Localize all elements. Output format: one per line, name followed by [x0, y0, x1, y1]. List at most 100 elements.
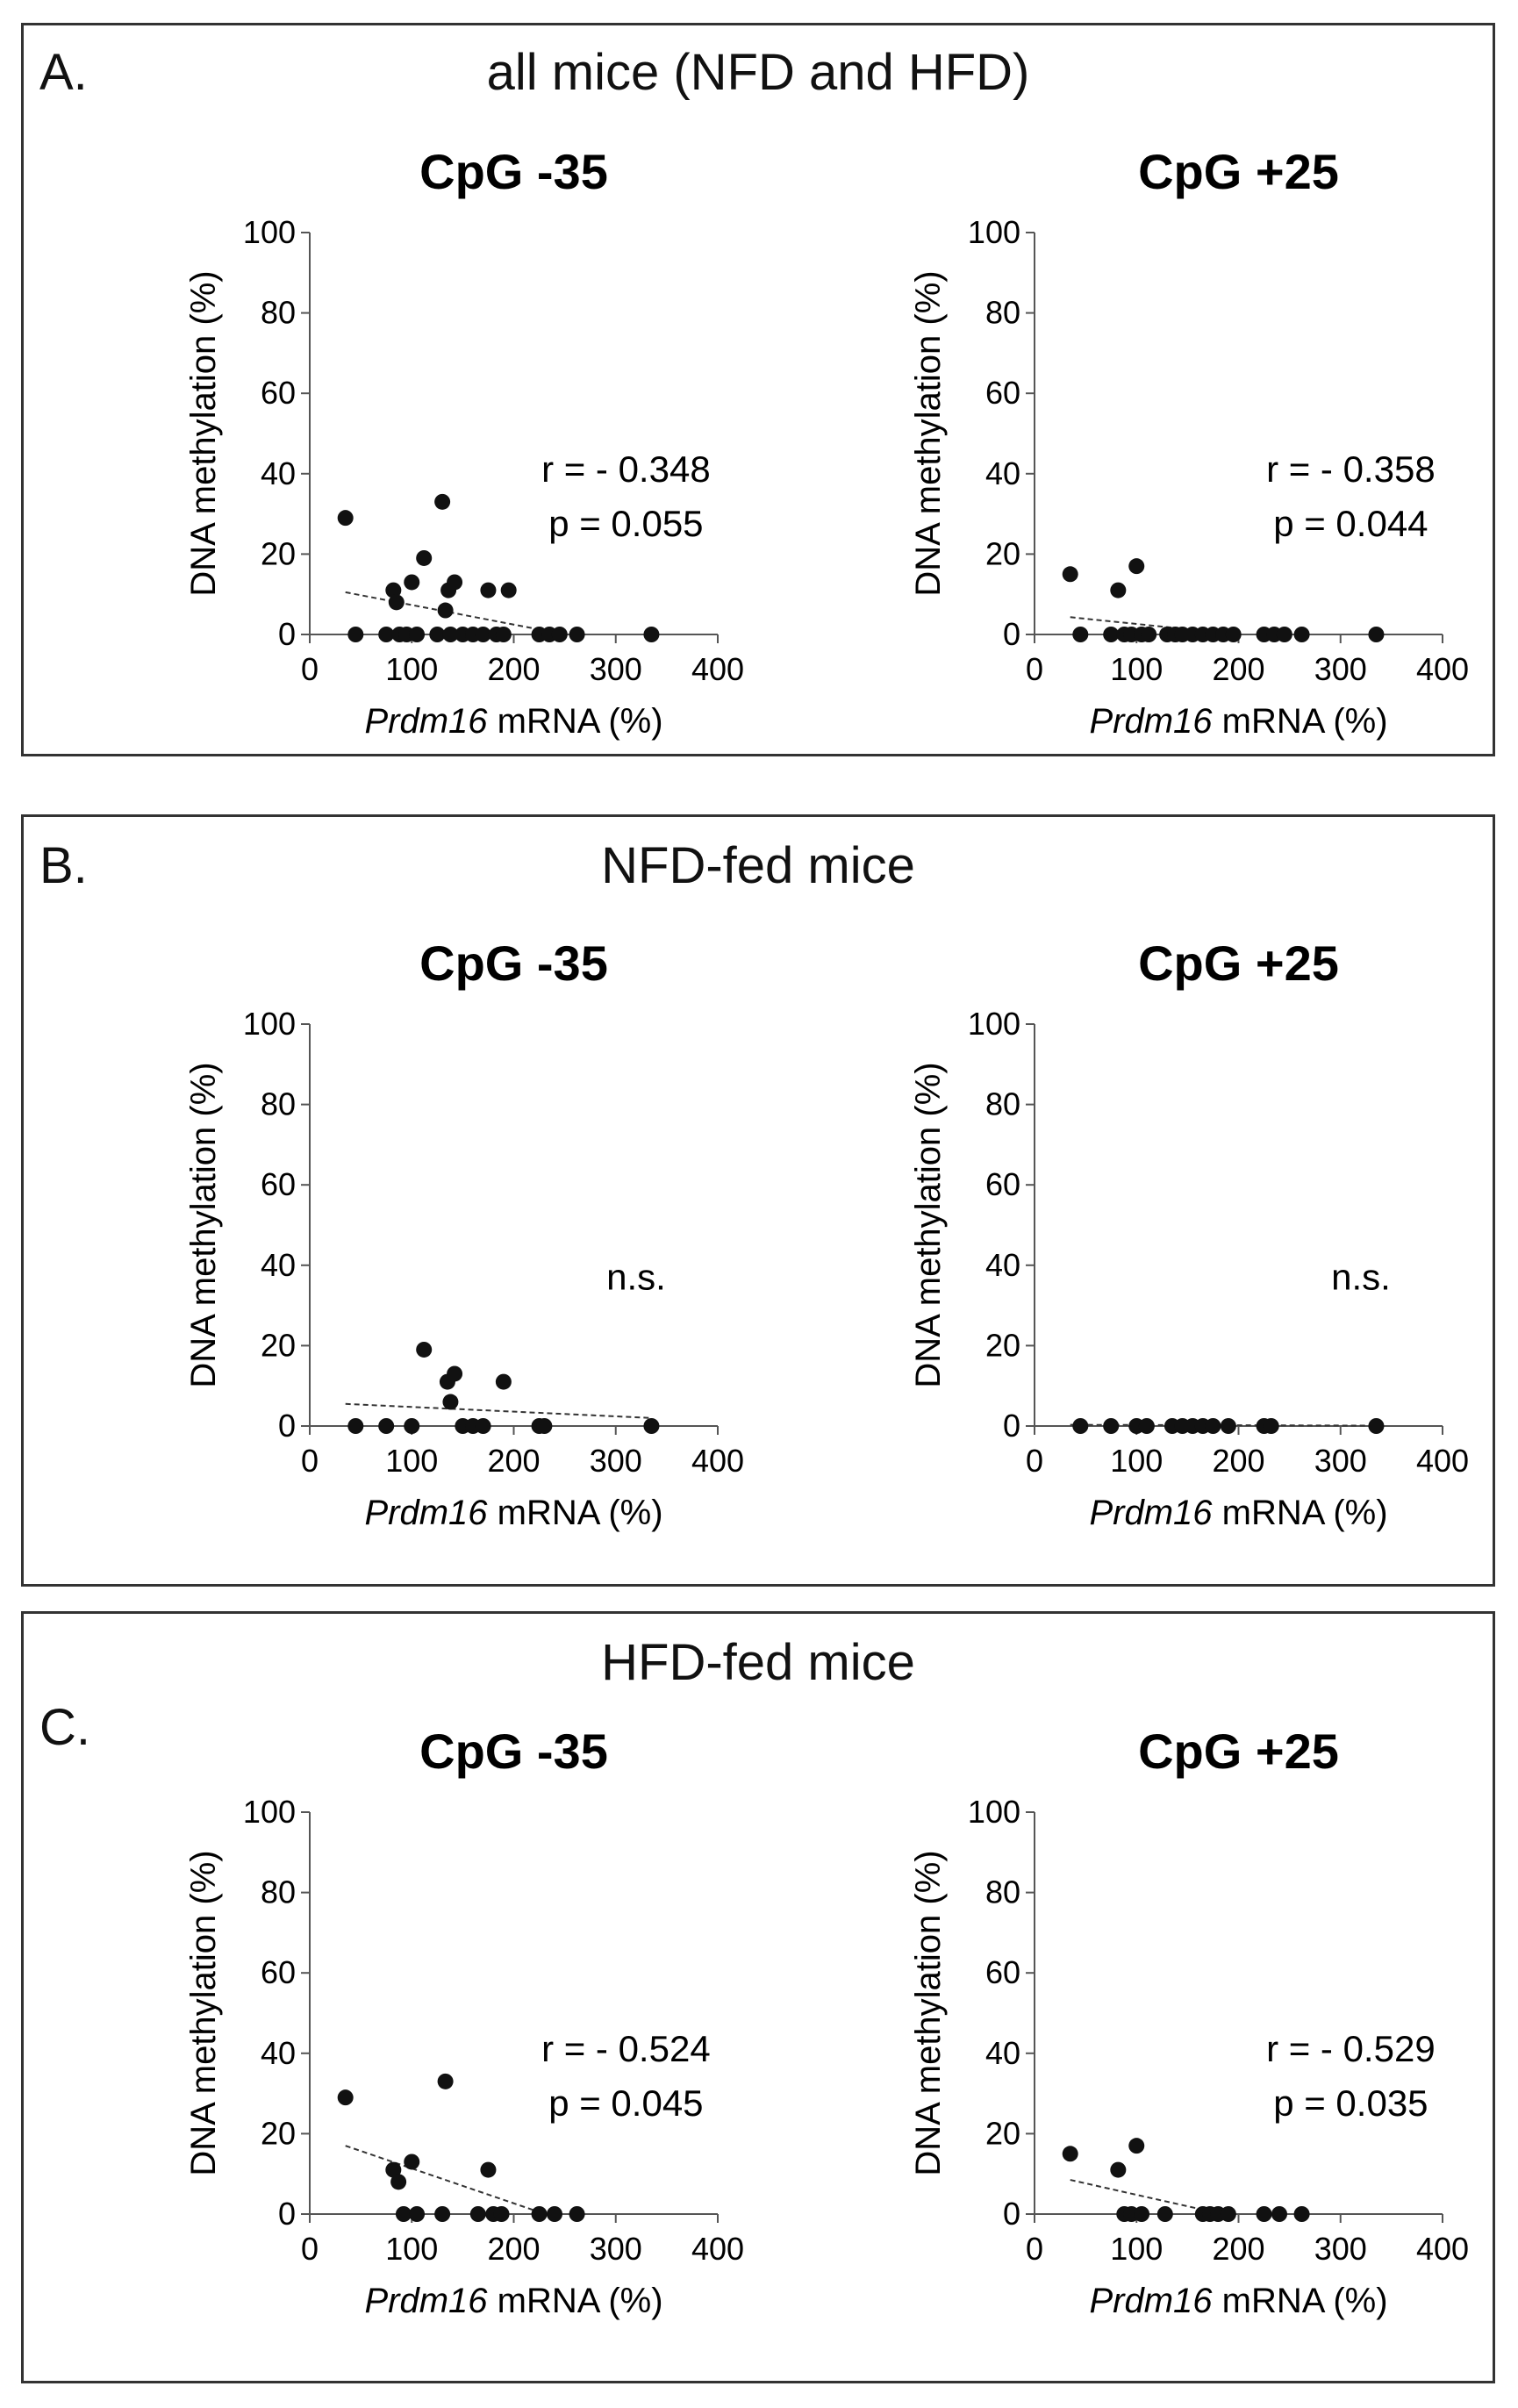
y-tick-label: 20	[985, 535, 1020, 571]
y-tick-label: 60	[261, 1954, 296, 1990]
x-axis-label-gene: Prdm16	[364, 2282, 488, 2320]
panel-c: C. HFD-fed mice CpG -35 0 20 40 60 80 100 0 100 2…	[21, 1611, 1495, 2383]
data-point	[347, 1418, 364, 1434]
x-axis-label-unit: mRNA (%)	[1213, 2282, 1388, 2320]
y-axis-label: DNA methylation (%)	[184, 1850, 223, 2175]
data-point	[388, 594, 405, 611]
y-tick-label: 80	[985, 1086, 1020, 1122]
data-point	[337, 510, 354, 527]
chart-title: CpG +25	[1138, 144, 1339, 199]
y-tick-label: 40	[985, 2035, 1020, 2071]
stat-line-1: n.s.	[606, 1256, 666, 1297]
data-point	[495, 1373, 512, 1390]
x-axis-label-gene: Prdm16	[1089, 1494, 1213, 1532]
data-point	[404, 2154, 420, 2170]
y-tick-label: 40	[261, 455, 296, 491]
data-point	[643, 1418, 660, 1434]
data-point	[434, 2206, 451, 2222]
data-point	[475, 627, 491, 642]
x-axis-label-unit: mRNA (%)	[1213, 1494, 1388, 1532]
x-axis-label-gene: Prdm16	[364, 702, 488, 741]
x-axis-label-gene: Prdm16	[1089, 2282, 1213, 2320]
x-axis-label: Prdm16 mRNA (%)	[1089, 2282, 1387, 2320]
y-tick-label: 100	[968, 214, 1020, 250]
y-tick-label: 40	[985, 1247, 1020, 1283]
x-tick-label: 200	[487, 1443, 540, 1479]
data-point	[1276, 627, 1292, 642]
scatter-chart-c-cpg+25: CpG +25 0 20 40 60 80 100 0 100 200 300 400 DNA meth…	[909, 1724, 1469, 2320]
x-tick-label: 100	[385, 2231, 438, 2267]
stat-line-1: n.s.	[1331, 1256, 1391, 1297]
y-tick-label: 60	[985, 1166, 1020, 1202]
y-axis-label: DNA methylation (%)	[184, 270, 223, 596]
x-tick-label: 400	[691, 651, 744, 687]
scatter-chart-c-cpg-35: CpG -35 0 20 40 60 80 100 0 100 200 300 400 DNA meth…	[184, 1724, 744, 2320]
x-axis-label-unit: mRNA (%)	[488, 702, 663, 741]
trendline	[345, 2145, 540, 2213]
trendline	[1070, 2179, 1208, 2212]
y-tick-label: 40	[261, 1247, 296, 1283]
x-tick-label: 400	[1416, 651, 1469, 687]
x-tick-label: 100	[385, 1443, 438, 1479]
panel-title: HFD-fed mice	[601, 1634, 915, 1691]
data-point	[1271, 2206, 1287, 2222]
x-tick-label: 0	[301, 651, 319, 687]
panel-letter: A.	[39, 44, 88, 101]
stat-line-1: r = - 0.348	[541, 448, 711, 490]
x-tick-label: 0	[1026, 2231, 1043, 2267]
chart-title: CpG +25	[1138, 935, 1339, 991]
y-tick-label: 60	[261, 375, 296, 411]
y-tick-label: 20	[261, 2115, 296, 2151]
data-point	[1103, 627, 1120, 642]
x-tick-label: 100	[1110, 651, 1163, 687]
y-tick-label: 80	[261, 1086, 296, 1122]
y-tick-label: 0	[278, 2196, 296, 2232]
x-tick-label: 200	[487, 2231, 540, 2267]
scatter-chart-b-cpg+25: CpG +25 0 20 40 60 80 100 0 100 200 300 400 DNA meth…	[909, 935, 1469, 1532]
x-tick-label: 100	[385, 651, 438, 687]
data-point	[1072, 1418, 1089, 1434]
data-point	[1256, 2206, 1272, 2222]
data-point	[1205, 1418, 1221, 1434]
y-tick-label: 0	[278, 1408, 296, 1444]
y-axis-label: DNA methylation (%)	[909, 1850, 948, 2175]
data-point	[1156, 2206, 1173, 2222]
data-point	[1128, 2138, 1145, 2154]
stat-line-2: p = 0.044	[1273, 503, 1428, 544]
data-point	[1220, 1418, 1236, 1434]
x-tick-label: 400	[691, 2231, 744, 2267]
x-tick-label: 100	[1110, 1443, 1163, 1479]
y-tick-label: 80	[261, 1874, 296, 1910]
y-tick-label: 40	[261, 2035, 296, 2071]
x-tick-label: 200	[1212, 1443, 1264, 1479]
y-tick-label: 20	[985, 2115, 1020, 2151]
data-point	[385, 582, 402, 598]
data-point	[569, 627, 585, 642]
x-tick-label: 300	[590, 651, 642, 687]
data-point	[643, 627, 660, 642]
panel-letter: C.	[39, 1699, 90, 1756]
x-tick-label: 200	[1212, 2231, 1264, 2267]
data-point	[434, 493, 451, 510]
data-point	[442, 627, 459, 642]
x-tick-label: 300	[1314, 651, 1367, 687]
panel-title: NFD-fed mice	[601, 837, 915, 894]
scatter-chart-a-cpg+25: CpG +25 0 20 40 60 80 100 0 100 200 300 400 DNA meth…	[909, 144, 1469, 741]
data-point	[480, 582, 497, 598]
y-tick-label: 0	[1003, 2196, 1020, 2232]
data-point	[1062, 2146, 1078, 2162]
x-axis-label-unit: mRNA (%)	[488, 2282, 663, 2320]
y-tick-label: 20	[985, 1327, 1020, 1363]
x-axis-label: Prdm16 mRNA (%)	[1089, 702, 1387, 741]
panel-a: A. all mice (NFD and HFD) CpG -35 0 20 40 60…	[21, 23, 1495, 756]
x-axis-label-unit: mRNA (%)	[1213, 702, 1388, 741]
data-point	[1134, 2206, 1150, 2222]
y-tick-label: 100	[243, 214, 296, 250]
x-tick-label: 400	[1416, 2231, 1469, 2267]
x-tick-label: 200	[487, 651, 540, 687]
data-point	[437, 602, 454, 619]
data-point	[469, 2206, 486, 2222]
data-point	[1293, 2206, 1310, 2222]
y-tick-label: 0	[1003, 1408, 1020, 1444]
y-tick-label: 20	[261, 1327, 296, 1363]
